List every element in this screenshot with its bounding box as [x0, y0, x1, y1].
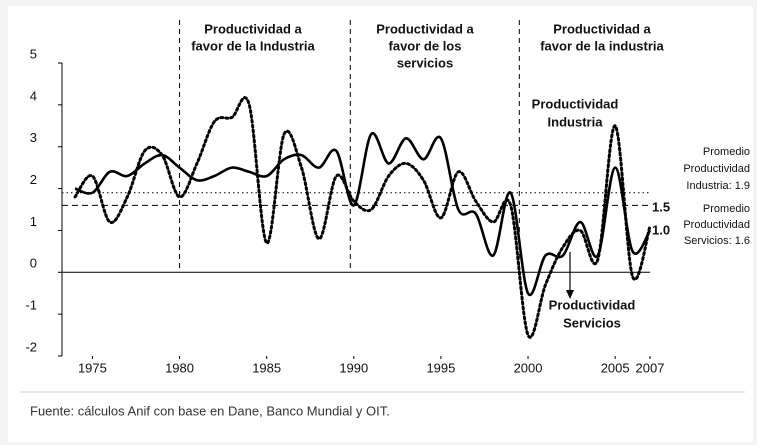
- y-tick-label: 0: [30, 256, 37, 271]
- arrow-head: [566, 290, 574, 299]
- annotation: favor de la industria: [540, 38, 664, 53]
- mark-label: 1.0: [652, 222, 670, 237]
- y-tick-label: -1: [25, 298, 37, 313]
- annotation: Industria: [548, 114, 604, 129]
- x-tick-label: 1985: [252, 360, 281, 375]
- annotation: Productividad a: [204, 21, 302, 36]
- annotation: favor de los: [389, 38, 462, 53]
- annotation: servicios: [397, 55, 453, 70]
- annotation: Servicios: 1.6: [684, 235, 750, 247]
- y-tick-label: 2: [30, 172, 37, 187]
- x-tick-label: 1990: [339, 360, 368, 375]
- y-tick-label: 5: [30, 46, 37, 61]
- y-tick-label: 4: [30, 88, 37, 103]
- annotation: Productividad: [549, 297, 636, 312]
- series-line: [73, 96, 652, 339]
- x-tick-label: 1995: [426, 360, 455, 375]
- annotation: Servicios: [563, 315, 621, 330]
- annotation: Productividad: [683, 219, 750, 231]
- annotation: favor de la Industria: [191, 38, 315, 53]
- annotation: Productividad a: [376, 21, 474, 36]
- annotation: Promedio: [703, 146, 750, 158]
- annotation: Productividad: [532, 96, 619, 111]
- annotation: Promedio: [703, 203, 750, 215]
- y-tick-label: 1: [30, 214, 37, 229]
- x-tick-label: 2007: [636, 360, 665, 375]
- mark-label: 1.5: [652, 199, 670, 214]
- source: Fuente: cálculos Anif con base en Dane, …: [30, 403, 390, 418]
- x-tick-label: 2005: [601, 360, 630, 375]
- x-tick-label: 2000: [514, 360, 543, 375]
- x-tick-label: 1980: [165, 360, 194, 375]
- annotation: Productividad a: [553, 21, 651, 36]
- annotation: Industria: 1.9: [686, 180, 750, 192]
- annotation: Productividad: [683, 163, 750, 175]
- x-tick-label: 1975: [78, 360, 107, 375]
- panel: [8, 6, 753, 442]
- y-tick-label: -2: [25, 339, 37, 354]
- y-tick-label: 3: [30, 130, 37, 145]
